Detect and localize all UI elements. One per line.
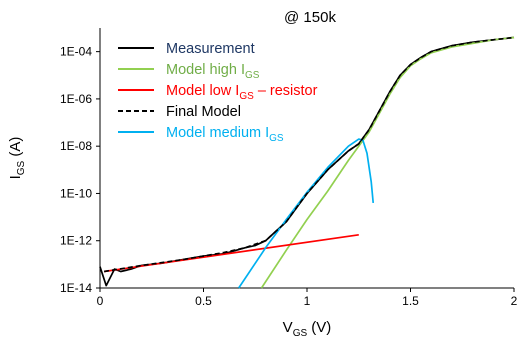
series-line-3 [103, 36, 515, 273]
series-line-0 [99, 36, 515, 287]
x-tick-label: 2 [511, 294, 518, 308]
legend-label-0: Measurement [166, 41, 255, 57]
x-tick-label: 0 [97, 294, 104, 308]
y-tick-label: 1E-12 [60, 234, 92, 248]
legend-label-main: Model medium I [166, 125, 269, 141]
x-tick-label: 0.5 [195, 294, 212, 308]
series-layer [99, 36, 515, 289]
x-axis-label-main: V [283, 319, 293, 336]
chart-title: @ 150k [284, 9, 336, 26]
y-tick-label: 1E-14 [60, 281, 92, 295]
legend-label-sub: GS [269, 133, 284, 144]
legend-label-main: Model high I [166, 62, 245, 78]
legend-label-main: Model low I [166, 83, 239, 99]
y-axis-label: IGS (A) [7, 137, 27, 180]
y-axis-label-sub: GS [16, 160, 27, 175]
x-axis-label-unit: (V) [307, 319, 331, 336]
x-axis-label-sub: GS [293, 328, 308, 339]
legend-label-3: Final Model [166, 104, 241, 120]
legend-label-tail: – resistor [254, 83, 318, 99]
x-tick-label: 1.5 [402, 294, 419, 308]
legend-label-4: Model medium IGS [166, 125, 284, 144]
legend-label-main: Final Model [166, 104, 241, 120]
y-tick-label: 1E-06 [60, 92, 92, 106]
x-axis-label: VGS (V) [283, 319, 332, 339]
y-tick-label: 1E-04 [60, 45, 92, 59]
legend-label-main: Measurement [166, 41, 255, 57]
legend-label-sub: GS [245, 70, 260, 81]
x-tick-label: 1 [304, 294, 311, 308]
y-axis-label-main: I [7, 175, 24, 179]
y-tick-label: 1E-10 [60, 186, 92, 200]
y-axis-label-unit: (A) [7, 137, 24, 161]
legend-label-2: Model low IGS – resistor [166, 83, 318, 102]
y-tick-label: 1E-08 [60, 139, 92, 153]
legend-label-sub: GS [239, 91, 254, 102]
series-line-2 [103, 233, 359, 273]
series-line-4 [237, 138, 375, 289]
legend-label-1: Model high IGS [166, 62, 260, 81]
series-line-1 [260, 36, 515, 289]
axes: 0 0.5 1 1.5 2 1E-14 1E-12 1E-10 1E-08 1E-06 1E-04 [60, 28, 518, 308]
